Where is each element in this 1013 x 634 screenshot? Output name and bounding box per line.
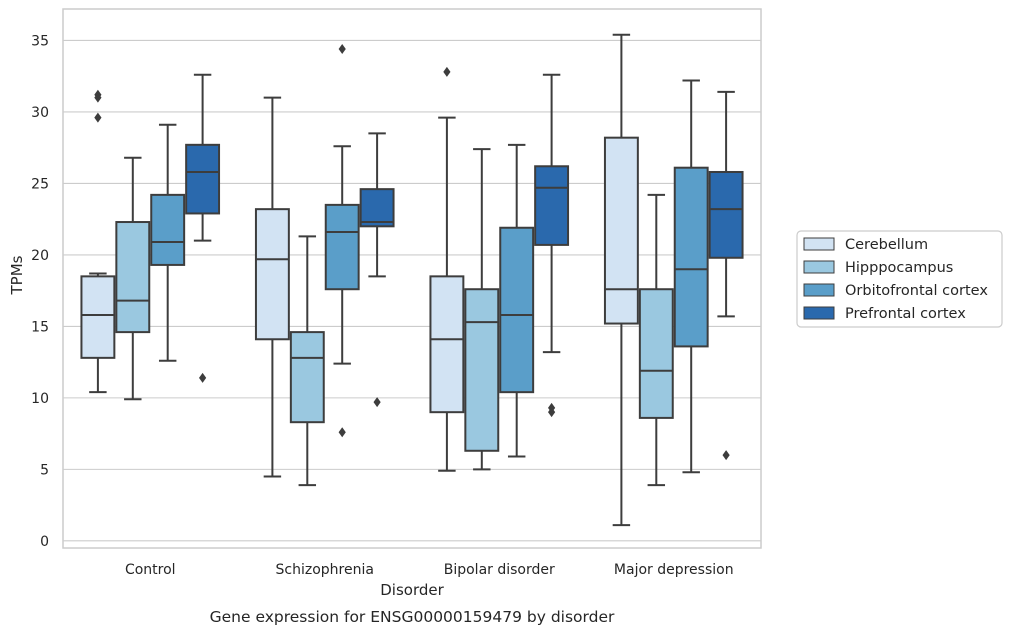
x-tick-label-schizophrenia: Schizophrenia: [276, 562, 374, 578]
box-body-control-hipppocampus: [115, 221, 151, 334]
box-plot-marks: [80, 33, 744, 527]
box-control-cerebellum: [80, 89, 116, 394]
legend: Cerebellum Hipppocampus Orbitofrontal cort…: [796, 230, 1003, 328]
legend-label-cerebellum: Cerebellum: [845, 237, 928, 253]
box-bipolar-disorder-cerebellum: [429, 66, 465, 472]
x-tick-label-control: Control: [125, 562, 176, 578]
box-body-bipolar-disorder-hipppocampus: [464, 288, 500, 452]
box-schizophrenia-prefrontal-cortex: [359, 132, 395, 408]
box-body-schizophrenia-cerebellum: [254, 208, 290, 341]
axes-frame: [62, 8, 762, 549]
box-body-schizophrenia-prefrontal-cortex: [359, 188, 395, 228]
legend-swatch-orbitofrontal-cortex: [803, 283, 835, 297]
y-tick-label-20: 20: [31, 248, 49, 264]
outlier-control-cerebellum-0: [94, 112, 102, 123]
plot-frame: [62, 8, 762, 549]
outlier-schizophrenia-orbitofrontal-cortex-1: [338, 44, 346, 55]
y-axis-label: TPMs: [8, 255, 26, 295]
box-body-major-depression-prefrontal-cortex: [708, 170, 744, 259]
box-body-major-depression-hipppocampus: [638, 288, 674, 419]
box-body-control-prefrontal-cortex: [185, 143, 221, 215]
box-bipolar-disorder-orbitofrontal-cortex: [499, 143, 535, 458]
box-schizophrenia-orbitofrontal-cortex: [324, 44, 360, 438]
y-tick-label-5: 5: [40, 462, 49, 478]
box-body-schizophrenia-hipppocampus: [289, 331, 325, 424]
box-schizophrenia-hipppocampus: [289, 235, 325, 487]
x-tick-labels: Control Schizophrenia Bipolar disorder Majo…: [125, 562, 734, 578]
outlier-control-prefrontal-cortex-0: [199, 372, 207, 383]
box-body-bipolar-disorder-cerebellum: [429, 275, 465, 414]
y-tick-label-15: 15: [31, 319, 49, 335]
x-tick-label-bipolar-disorder: Bipolar disorder: [444, 562, 555, 578]
legend-label-hipppocampus: Hipppocampus: [845, 260, 953, 276]
legend-frame: [796, 230, 1003, 328]
box-body-major-depression-cerebellum: [603, 136, 639, 325]
legend-swatch-cerebellum: [803, 237, 835, 251]
box-major-depression-hipppocampus: [638, 193, 674, 487]
y-tick-label-0: 0: [40, 534, 49, 550]
outlier-major-depression-prefrontal-cortex-0: [722, 450, 730, 461]
box-control-hipppocampus: [115, 156, 151, 401]
outlier-schizophrenia-prefrontal-cortex-0: [373, 397, 381, 408]
legend-swatch-hipppocampus: [803, 260, 835, 274]
y-tick-label-10: 10: [31, 391, 49, 407]
outlier-bipolar-disorder-cerebellum-0: [443, 66, 451, 77]
x-tick-label-major-depression: Major depression: [614, 562, 734, 578]
box-control-orbitofrontal-cortex: [150, 123, 186, 362]
y-tick-label-25: 25: [31, 176, 49, 192]
box-body-control-orbitofrontal-cortex: [150, 193, 186, 266]
legend-swatch-prefrontal-cortex: [803, 306, 835, 320]
box-control-prefrontal-cortex: [185, 73, 221, 383]
y-tick-label-35: 35: [31, 33, 49, 49]
chart-title: Gene expression for ENSG00000159479 by d…: [210, 608, 615, 626]
box-major-depression-cerebellum: [603, 33, 639, 527]
box-bipolar-disorder-hipppocampus: [464, 148, 500, 471]
outlier-control-cerebellum-2: [94, 89, 102, 100]
box-body-bipolar-disorder-prefrontal-cortex: [534, 165, 570, 246]
box-body-schizophrenia-orbitofrontal-cortex: [324, 203, 360, 291]
legend-label-orbitofrontal-cortex: Orbitofrontal cortex: [845, 283, 988, 299]
box-bipolar-disorder-prefrontal-cortex: [534, 73, 570, 418]
box-major-depression-orbitofrontal-cortex: [673, 79, 709, 474]
y-tick-labels: 0 5 10 15 20 25 30 35: [31, 33, 49, 549]
box-schizophrenia-cerebellum: [254, 96, 290, 478]
outlier-bipolar-disorder-prefrontal-cortex-1: [548, 402, 556, 413]
box-body-bipolar-disorder-orbitofrontal-cortex: [499, 226, 535, 394]
outlier-schizophrenia-orbitofrontal-cortex-0: [338, 427, 346, 438]
box-body-control-cerebellum: [80, 275, 116, 359]
box-body-major-depression-orbitofrontal-cortex: [673, 166, 709, 348]
x-axis-label: Disorder: [380, 581, 444, 599]
y-tick-label-30: 30: [31, 105, 49, 121]
legend-label-prefrontal-cortex: Prefrontal cortex: [845, 306, 966, 322]
box-major-depression-prefrontal-cortex: [708, 90, 744, 461]
